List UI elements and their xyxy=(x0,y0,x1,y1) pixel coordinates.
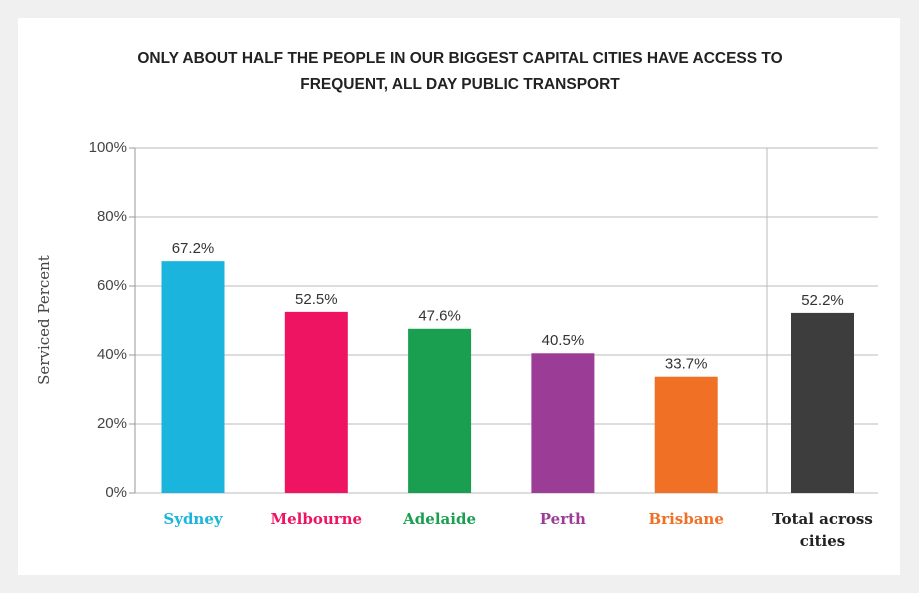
y-tick-label: 20% xyxy=(97,415,127,432)
value-label: 40.5% xyxy=(542,332,585,349)
y-tick-label: 0% xyxy=(105,484,127,501)
value-label: 33.7% xyxy=(665,356,708,373)
bar xyxy=(791,312,854,493)
x-tick-label: Adelaide xyxy=(403,510,476,528)
x-tick-label: Brisbane xyxy=(648,510,724,528)
bar xyxy=(161,261,225,493)
chart-title: ONLY ABOUT HALF THE PEOPLE IN OUR BIGGES… xyxy=(137,50,783,93)
bar xyxy=(408,328,472,493)
y-tick-label: 80% xyxy=(97,208,127,225)
y-tick-label: 100% xyxy=(89,139,127,156)
value-label: 67.2% xyxy=(172,240,215,257)
y-tick-label: 60% xyxy=(97,277,127,294)
y-tick-label: 40% xyxy=(97,346,127,363)
bar xyxy=(284,311,348,493)
bar xyxy=(531,353,595,493)
bar xyxy=(654,376,718,493)
value-label: 52.2% xyxy=(801,292,844,309)
x-tick-label: Melbourne xyxy=(270,510,363,528)
x-tick-label: Total across cities xyxy=(772,510,873,550)
value-label: 52.5% xyxy=(295,291,338,308)
y-axis-label: Serviced Percent xyxy=(35,255,53,385)
x-tick-label: Sydney xyxy=(163,510,223,528)
value-label: 47.6% xyxy=(418,308,461,325)
x-tick-label: Perth xyxy=(539,510,586,528)
